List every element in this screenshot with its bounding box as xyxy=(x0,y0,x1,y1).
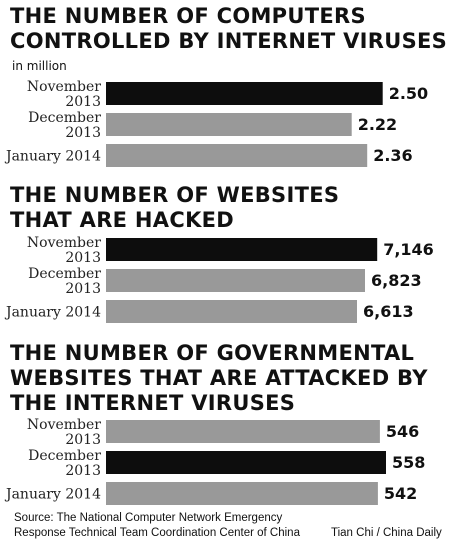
chart-title: THE NUMBER OF WEBSITES THAT ARE HACKED xyxy=(10,183,340,232)
bar-chart: November 2013 7,146 December 2013 6,823 Januar… xyxy=(4,235,434,323)
bar xyxy=(106,482,378,505)
value-label: 7,146 xyxy=(383,240,434,259)
value-label: 542 xyxy=(384,484,417,503)
value-label: 6,613 xyxy=(363,302,414,321)
bar-chart: November 2013 2.50 December 2013 2.22 January … xyxy=(4,79,428,167)
credit-line: Tian Chi / China Daily xyxy=(331,527,442,539)
category-label: November 2013 xyxy=(27,417,101,448)
value-label: 6,823 xyxy=(371,271,422,290)
bar xyxy=(106,144,368,167)
unit-label: in million xyxy=(12,59,67,73)
category-label: December 2013 xyxy=(28,110,101,141)
category-label: November 2013 xyxy=(27,79,101,110)
chart-title: THE NUMBER OF GOVERNMENTAL WEBSITES THAT… xyxy=(10,341,428,415)
value-label: 2.22 xyxy=(358,115,397,134)
bar xyxy=(106,451,386,474)
category-label: December 2013 xyxy=(28,448,101,479)
value-label: 546 xyxy=(386,422,419,441)
bar xyxy=(106,238,378,261)
category-label: January 2014 xyxy=(4,305,101,321)
source-note: Source: The National Computer Network Em… xyxy=(14,512,300,539)
bar xyxy=(106,420,380,443)
bar xyxy=(106,82,383,105)
chart-title: THE NUMBER OF COMPUTERS CONTROLLED BY IN… xyxy=(10,4,448,53)
category-label: December 2013 xyxy=(28,266,101,297)
bar xyxy=(106,269,365,292)
value-label: 2.36 xyxy=(373,146,412,165)
category-label: November 2013 xyxy=(27,235,101,266)
category-label: January 2014 xyxy=(4,149,101,165)
value-label: 558 xyxy=(392,453,425,472)
category-label: January 2014 xyxy=(4,487,101,503)
bar xyxy=(106,300,357,323)
bar xyxy=(106,113,352,136)
value-label: 2.50 xyxy=(389,84,428,103)
bar-chart: November 2013 546 December 2013 558 January 20… xyxy=(4,417,425,505)
